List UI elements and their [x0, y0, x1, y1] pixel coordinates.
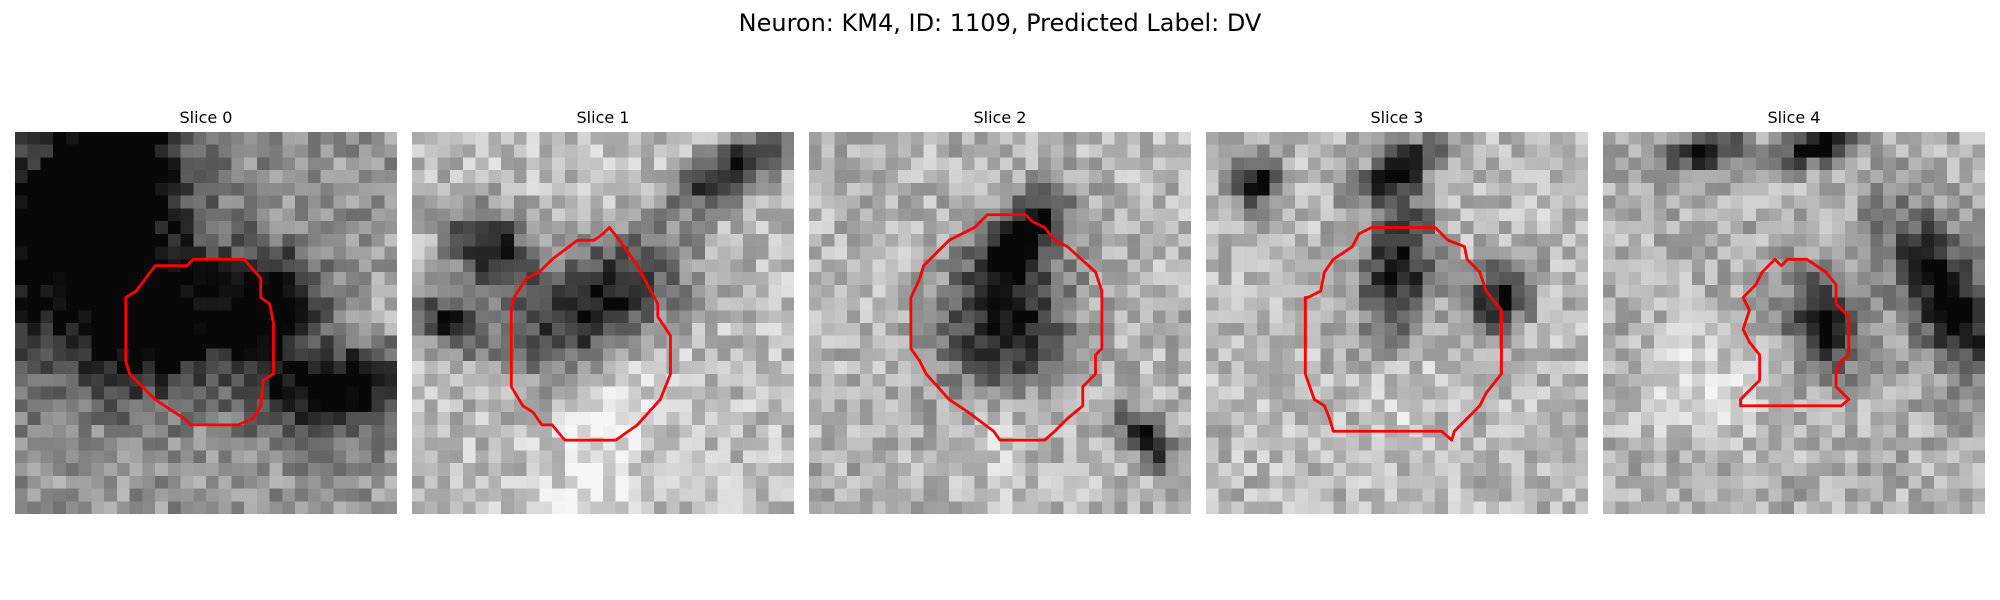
slice-image: [412, 132, 794, 514]
slice-title: Slice 1: [576, 108, 630, 127]
slice-title: Slice 2: [973, 108, 1027, 127]
slice-image: [15, 132, 397, 514]
slice-image: [1603, 132, 1985, 514]
slice-title: Slice 4: [1767, 108, 1821, 127]
slice-title: Slice 3: [1370, 108, 1424, 127]
slice-panel-1: Slice 1: [412, 108, 794, 514]
segmentation-contour: [1303, 226, 1503, 442]
slice-title: Slice 0: [179, 108, 233, 127]
slice-panel-4: Slice 4: [1603, 108, 1985, 514]
slice-image: [1206, 132, 1588, 514]
segmentation-contour: [1739, 257, 1851, 408]
slice-image: [809, 132, 1191, 514]
figure-title: Neuron: KM4, ID: 1109, Predicted Label: …: [738, 9, 1262, 37]
segmentation-contour: [124, 257, 275, 427]
slice-panel-3: Slice 3: [1206, 108, 1588, 514]
slice-panel-0: Slice 0: [15, 108, 397, 514]
segmentation-contour: [909, 213, 1104, 442]
segmentation-contour: [509, 226, 672, 442]
slice-panel-2: Slice 2: [809, 108, 1191, 514]
